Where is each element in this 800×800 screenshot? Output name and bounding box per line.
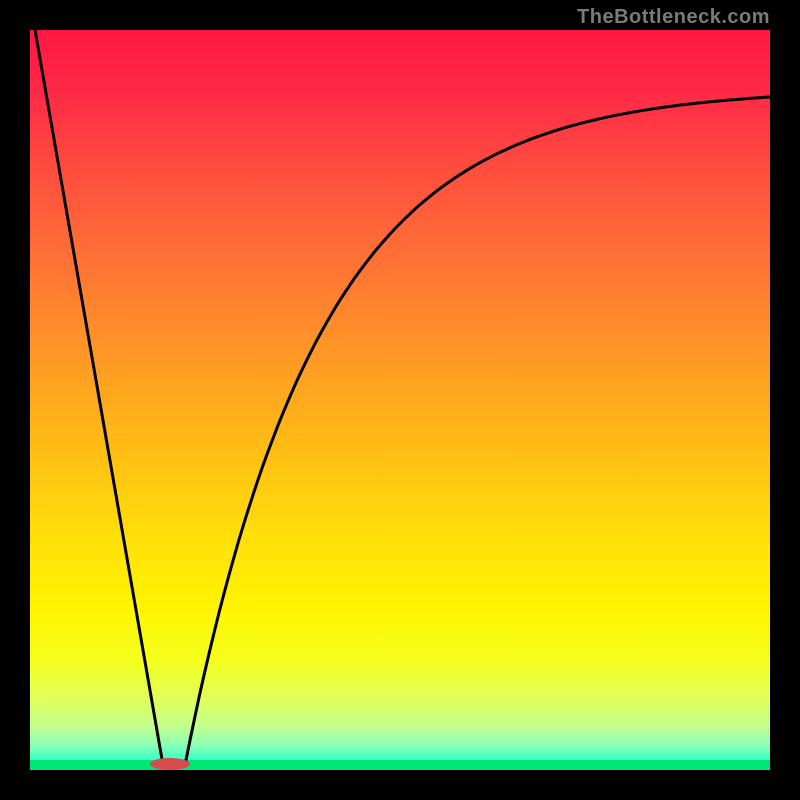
watermark-text: TheBottleneck.com xyxy=(577,6,770,29)
plot-area xyxy=(30,30,770,770)
optimal-marker xyxy=(150,758,190,770)
chart-container: TheBottleneck.com xyxy=(0,0,800,800)
gradient-background xyxy=(30,30,770,770)
baseline-strip xyxy=(30,760,770,770)
chart-svg xyxy=(30,30,770,770)
